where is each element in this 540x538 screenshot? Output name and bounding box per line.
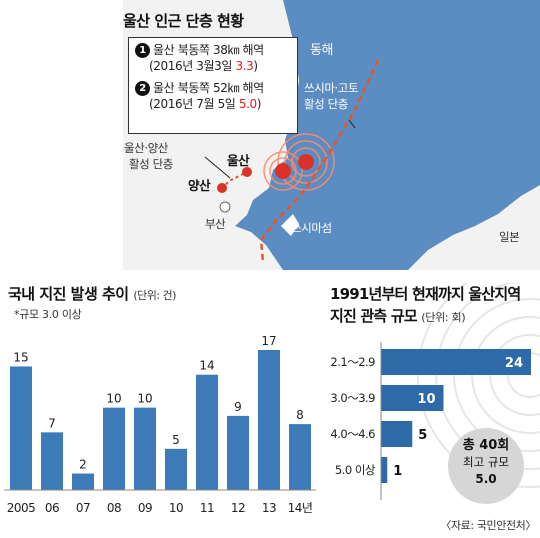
hbar-0 (381, 349, 531, 375)
bar-value-label: 7 (48, 416, 56, 430)
tsushima-goto-label-2: 활성 단층 (304, 97, 348, 111)
x-tick-label: 10 (169, 501, 183, 515)
source-note: 〈자료: 국민안전처〉 (440, 519, 536, 532)
max-magnitude-label: 최고 규모 (463, 455, 509, 469)
quake-2-close: ) (256, 97, 262, 111)
y-tick-label: 4.0～4.6 (330, 427, 375, 441)
quake-1-number-icon: 1 (135, 42, 150, 58)
busan-label: 부산 (205, 217, 226, 231)
x-tick-label: 13 (262, 501, 276, 515)
y-tick-label: 3.0～3.9 (330, 391, 375, 405)
left-chart-title: 국내 지진 발생 추이 (단위: 건) (8, 283, 176, 304)
tsushima-fault-leader (348, 119, 356, 129)
bar-value-label: 9 (234, 400, 242, 414)
bar-06 (41, 432, 63, 490)
right-chart-title-line1: 1991년부터 현재까지 울산지역 (330, 285, 521, 303)
quake-2-detail: (2016년 7월 5일 5.0) (135, 96, 291, 112)
x-tick-label: 11 (200, 501, 214, 515)
left-chart-unit: (단위: 건) (133, 289, 176, 302)
y-tick-label: 2.1～2.9 (330, 355, 375, 369)
annual-earthquake-chart: 15 2005 7 06 2 07 10 08 10 09 5 10 14 11 9 12 17 13 8 14년 (4, 334, 316, 515)
epicenter-1-marker (275, 163, 291, 179)
quake-2-number-icon: 2 (135, 80, 150, 96)
japan-label: 일본 (499, 230, 520, 244)
quake-1-location: 울산 북동쪽 38㎞ 해역 (153, 43, 264, 57)
x-tick-label: 06 (45, 501, 59, 515)
x-tick-label: 09 (138, 501, 152, 515)
yangsan-label: 양산 (188, 178, 211, 193)
tsushima-island-label: 쓰시마섬 (291, 221, 332, 235)
bar-11 (196, 374, 218, 490)
bar-12 (227, 415, 249, 490)
x-tick-label: 12 (231, 501, 245, 515)
left-chart-title-text: 국내 지진 발생 추이 (8, 285, 129, 303)
x-tick-label: 08 (107, 501, 121, 515)
bar-08 (103, 407, 125, 490)
tsushima-goto-fault (259, 59, 380, 263)
bar-value-label: 14 (199, 359, 214, 373)
bar-value-label: 5 (172, 433, 180, 447)
ulsan-yangsan-label-2: 활성 단층 (129, 157, 173, 171)
magnitude-distribution-chart: 2.1～2.9 24 3.0～3.9 10 4.0～4.6 5 5.0 이상 1 (330, 342, 531, 500)
hbar-3 (381, 457, 388, 483)
x-tick-label: 2005 (7, 501, 36, 515)
right-chart-title-line2-wrap: 지진 관측 규모 (단위: 회) (330, 305, 520, 329)
hbar-value-label: 10 (417, 392, 435, 407)
x-tick-label: 07 (76, 501, 90, 515)
fault-map: 울산 인근 단층 현황 1 울산 북동쪽 38㎞ 해역 (2016년 3월3일 … (123, 0, 540, 270)
right-chart-title: 1991년부터 현재까지 울산지역 지진 관측 규모 (단위: 회) (330, 283, 521, 329)
quake-2-line: 2 울산 북동쪽 52㎞ 해역 (135, 80, 291, 96)
tsushima-goto-label: 쓰시마·고토 (304, 81, 359, 95)
quake-1-line: 1 울산 북동쪽 38㎞ 해역 (135, 42, 291, 58)
bar-value-label: 17 (261, 334, 276, 348)
map-title: 울산 인근 단층 현황 (123, 12, 244, 30)
total-summary-badge: 총 40회 최고 규모 5.0 (448, 428, 524, 504)
sea-area (235, 0, 540, 270)
total-count: 총 40회 (462, 438, 510, 453)
earthquake-info-box: 1 울산 북동쪽 38㎞ 해역 (2016년 3월3일 3.3) 2 울산 북동… (128, 37, 298, 134)
bar-10 (165, 448, 187, 490)
yangsan-marker (217, 183, 227, 193)
quake-1-close: ) (253, 59, 258, 73)
hbar-1 (381, 385, 444, 411)
japan-land (408, 185, 540, 270)
right-chart-unit: (단위: 회) (421, 311, 466, 324)
ulsan-yangsan-fault (220, 171, 248, 189)
east-sea-label: 동해 (310, 43, 334, 58)
epicenter-2-marker (298, 154, 314, 170)
bar-2005 (10, 366, 32, 490)
quake-1-date: (2016년 3월3일 (149, 59, 236, 73)
y-tick-label: 5.0 이상 (335, 463, 376, 477)
bar-09 (134, 407, 156, 490)
hbar-2 (381, 421, 413, 447)
quake-2-location: 울산 북동쪽 52㎞ 해역 (153, 81, 264, 95)
bar-value-label: 8 (296, 408, 304, 422)
left-chart-note: *규모 3.0 이상 (14, 308, 82, 321)
map-graphic (123, 0, 540, 270)
epicenter-ripples (263, 133, 335, 191)
quake-1-detail: (2016년 3월3일 3.3) (135, 58, 291, 74)
busan-marker (219, 201, 231, 213)
bar-07 (72, 473, 94, 490)
hbar-value-label: 24 (505, 356, 523, 371)
ulsan-label: 울산 (227, 153, 250, 168)
bar-13 (258, 350, 280, 490)
bar-value-label: 15 (13, 350, 28, 364)
ulsan-yangsan-leader (204, 156, 231, 179)
bar-14년 (289, 424, 311, 490)
bar-value-label: 10 (137, 392, 152, 406)
ulsan-marker (242, 167, 252, 177)
quake-2-magnitude: 5.0 (238, 97, 257, 111)
ulsan-yangsan-label: 울산·양산 (124, 141, 168, 155)
x-tick-label: 14년 (288, 501, 313, 515)
hbar-value-label: 1 (393, 464, 402, 479)
tsushima-island (281, 214, 299, 236)
quake-2-date: (2016년 7월 5일 (149, 97, 239, 111)
hbar-value-label: 5 (418, 428, 427, 443)
bar-value-label: 2 (79, 458, 87, 472)
right-chart-title-line2: 지진 관측 규모 (330, 307, 418, 325)
max-magnitude-value: 5.0 (475, 472, 497, 486)
bar-value-label: 10 (106, 392, 121, 406)
quake-1-magnitude: 3.3 (235, 59, 254, 73)
